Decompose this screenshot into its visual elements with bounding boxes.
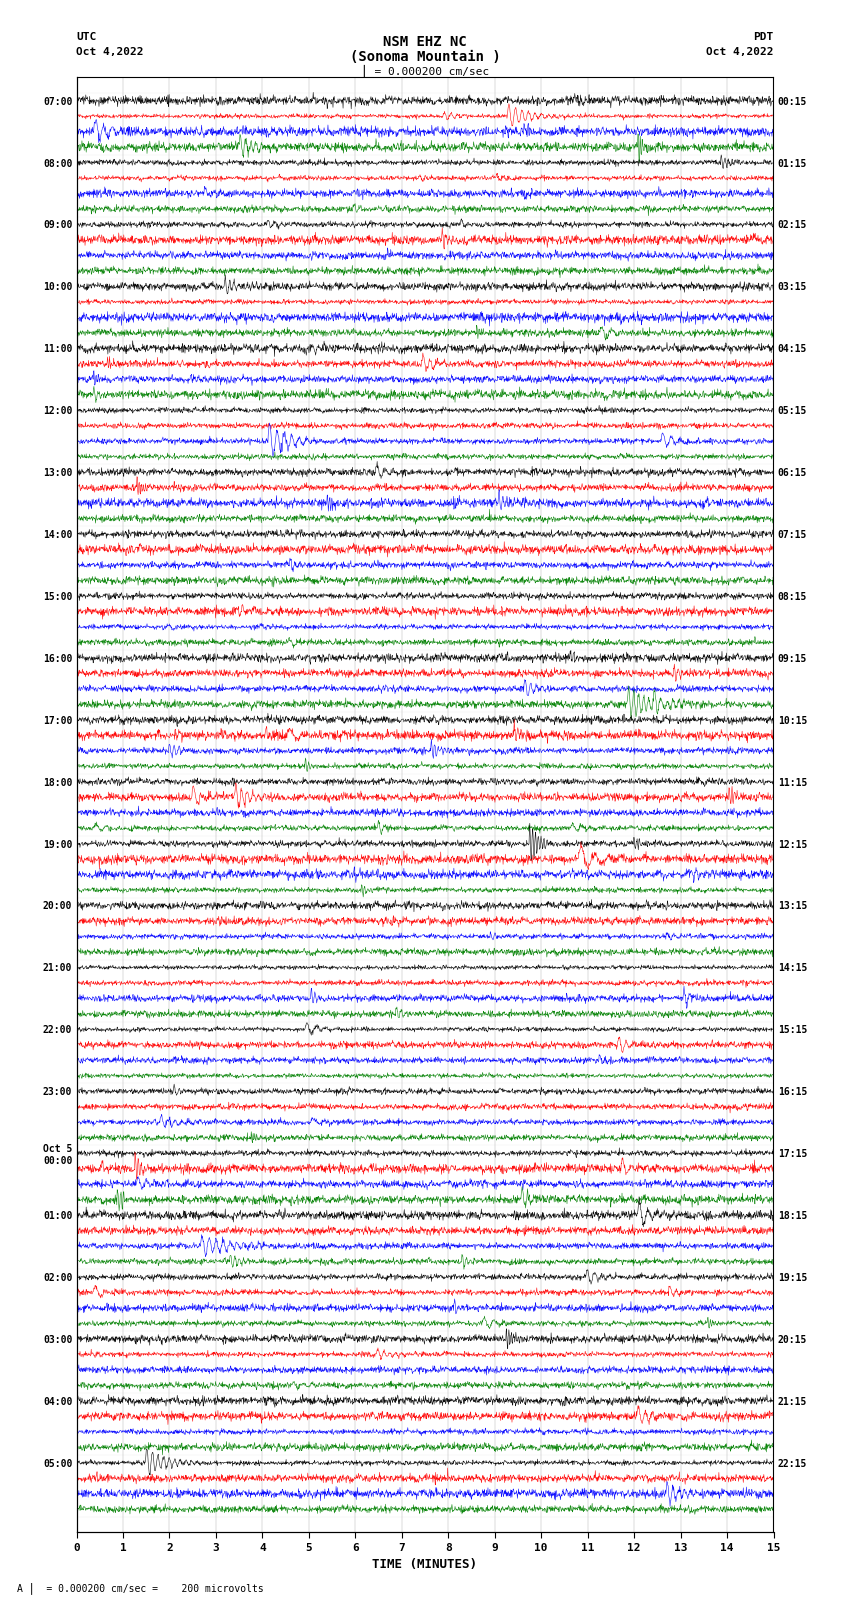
Text: Oct 4,2022: Oct 4,2022 xyxy=(76,47,144,56)
Text: (Sonoma Mountain ): (Sonoma Mountain ) xyxy=(349,50,501,65)
Text: PDT: PDT xyxy=(753,32,774,42)
Text: ⎮ = 0.000200 cm/sec: ⎮ = 0.000200 cm/sec xyxy=(361,65,489,77)
X-axis label: TIME (MINUTES): TIME (MINUTES) xyxy=(372,1558,478,1571)
Text: A ⎮  = 0.000200 cm/sec =    200 microvolts: A ⎮ = 0.000200 cm/sec = 200 microvolts xyxy=(17,1582,264,1594)
Text: Oct 4,2022: Oct 4,2022 xyxy=(706,47,774,56)
Text: NSM EHZ NC: NSM EHZ NC xyxy=(383,35,467,50)
Text: UTC: UTC xyxy=(76,32,97,42)
